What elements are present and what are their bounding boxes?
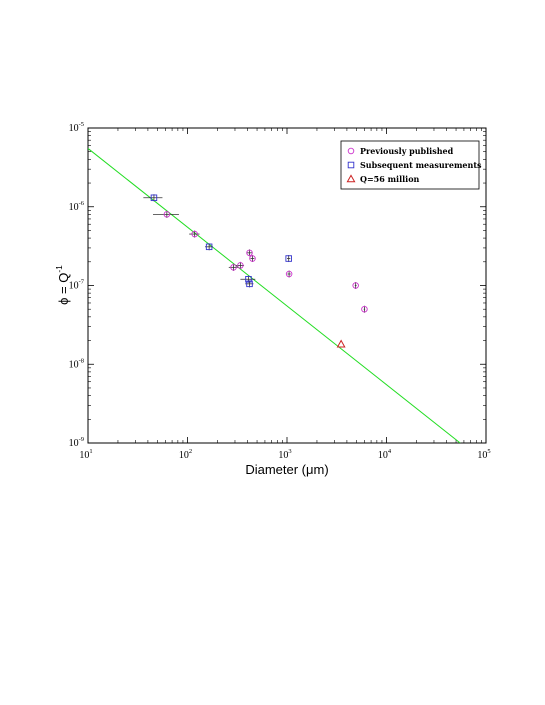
circle-data-point bbox=[230, 264, 237, 271]
legend-box bbox=[340, 140, 480, 190]
legend-label: Subsequent measurements bbox=[360, 160, 482, 170]
legend: Previously published Subsequent measureme… bbox=[340, 140, 482, 190]
fit-line-layer bbox=[88, 148, 461, 443]
square-data-point bbox=[245, 276, 252, 283]
triangle-data-point bbox=[336, 339, 346, 348]
legend-label: Previously published bbox=[360, 146, 454, 156]
x-axis-title: Diameter (μm) bbox=[245, 462, 328, 477]
y-tick-label: 10-9 bbox=[69, 436, 84, 449]
square-data-point bbox=[285, 255, 292, 262]
legend-marker-triangle bbox=[346, 174, 356, 183]
x-tick-label: 101 bbox=[79, 448, 92, 461]
circle-data-point bbox=[285, 270, 293, 278]
circle-data-point bbox=[361, 305, 368, 313]
y-tick-label: 10-6 bbox=[69, 200, 85, 213]
points-layer bbox=[143, 194, 368, 348]
circle-data-point bbox=[249, 255, 256, 262]
circle-data-point bbox=[237, 262, 244, 269]
square-data-point bbox=[246, 280, 253, 288]
x-tick-label: 102 bbox=[179, 448, 192, 461]
y-tick-label: 10-8 bbox=[69, 357, 84, 370]
x-tick-label: 103 bbox=[278, 448, 291, 461]
circle-data-point bbox=[191, 230, 198, 238]
legend-label: Q=56 million bbox=[360, 174, 420, 184]
y-tick-label: 10-5 bbox=[69, 121, 84, 134]
circle-data-point bbox=[246, 249, 253, 257]
fit-line bbox=[88, 148, 461, 443]
circle-data-point bbox=[352, 282, 359, 289]
ticks-layer: 101 102 103 104 105 10-9 10-8 10-7 10-6 10-5 bbox=[69, 121, 491, 461]
y-axis-title: ϕ = Q-1 bbox=[54, 265, 71, 305]
legend-marker-circle bbox=[347, 147, 355, 155]
y-tick-label: 10-7 bbox=[69, 279, 85, 292]
x-tick-label: 105 bbox=[477, 448, 490, 461]
legend-marker-square bbox=[347, 161, 355, 169]
square-data-point bbox=[205, 243, 213, 251]
circle-data-point bbox=[163, 211, 171, 218]
x-tick-label: 104 bbox=[378, 448, 392, 461]
square-data-point bbox=[150, 194, 158, 202]
